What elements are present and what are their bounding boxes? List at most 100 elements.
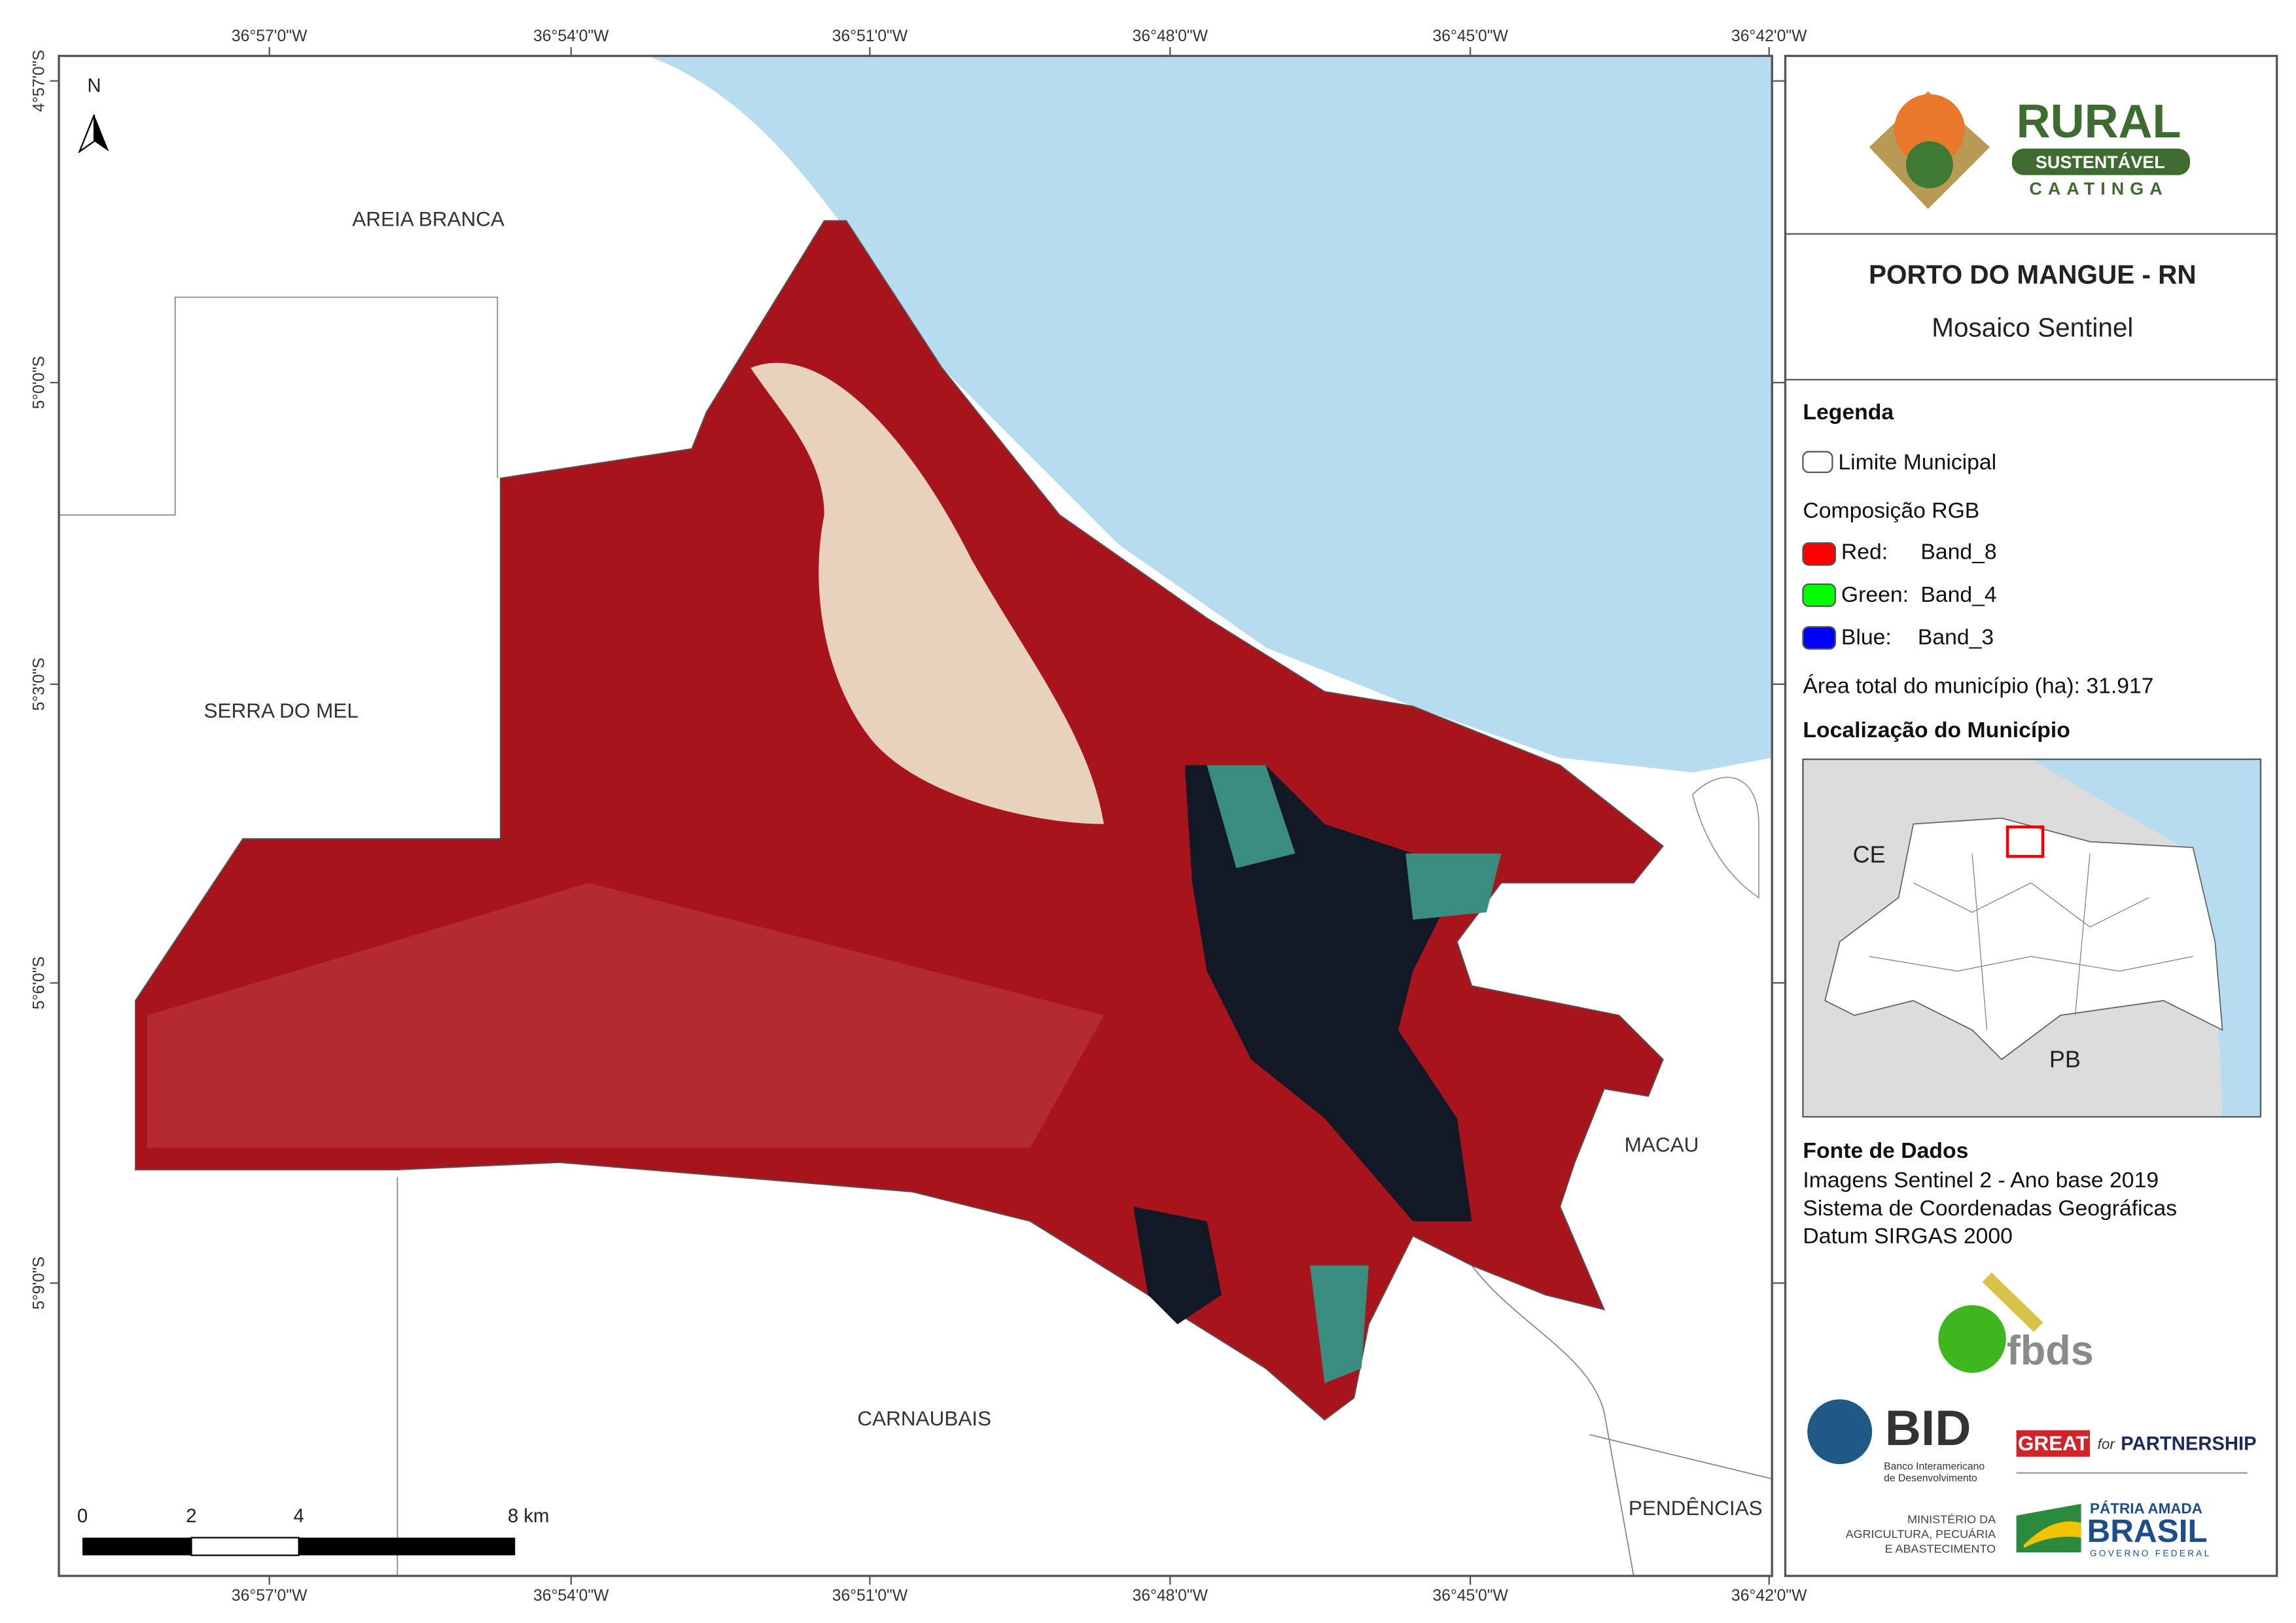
ministry-text: MINISTÉRIO DA	[1907, 1512, 1996, 1526]
sources-title: Fonte de Dados	[1803, 1138, 1968, 1163]
cropland	[147, 882, 1104, 1148]
legend-label: Blue:	[1841, 625, 1892, 650]
longitude-label: 36°42'0"W	[1731, 27, 1807, 45]
longitude-label: 36°51'0"W	[832, 1587, 908, 1605]
scale-segment	[82, 1537, 192, 1556]
salt-pans-green	[1207, 765, 1369, 1384]
scale-label: 8 km	[508, 1506, 549, 1527]
inset-frame	[1802, 758, 2262, 1118]
side-panel: RURAL SUSTENTÁVEL CAATINGA PORTO DO MANG…	[1784, 54, 2278, 1577]
sources-line: Datum SIRGAS 2000	[1803, 1224, 2012, 1249]
salt-pans	[1184, 765, 1472, 1221]
map-title: PORTO DO MANGUE - RN	[1869, 260, 2197, 290]
sources-line: Imagens Sentinel 2 - Ano base 2019	[1803, 1168, 2159, 1193]
legend-label: Green:	[1841, 582, 1909, 607]
logo-text: CAATINGA	[2029, 179, 2168, 198]
salt-pans-green	[1405, 853, 1502, 920]
logo-text: SUSTENTÁVEL	[2036, 152, 2165, 172]
latitude-label: 5°6'0"S	[30, 956, 48, 1009]
legend-label: Red:	[1841, 540, 1888, 565]
logo-text: RURAL	[2017, 96, 2181, 148]
ministry-text: E ABASTECIMENTO	[1885, 1542, 1996, 1555]
bid-name: de Desenvolvimento	[1884, 1473, 1977, 1484]
legend-label: Limite Municipal	[1838, 449, 1996, 474]
scale-label: 4	[294, 1506, 304, 1527]
north-label: N	[87, 75, 101, 96]
map-frame	[58, 54, 1773, 1577]
logo-rural: RURAL SUSTENTÁVEL CAATINGA	[1869, 91, 2191, 209]
scale-bar: 0 2 4 8 km	[77, 1506, 549, 1556]
map-subtitle: Mosaico Sentinel	[1932, 313, 2133, 343]
legend-label: Composição RGB	[1803, 498, 1979, 523]
north-arrow	[78, 114, 96, 154]
longitude-label: 36°42'0"W	[1731, 1587, 1807, 1605]
longitude-label: 36°54'0"W	[533, 1587, 609, 1605]
legend-swatch	[1802, 626, 1837, 650]
brasil-text: PÁTRIA AMADA	[2090, 1501, 2202, 1517]
sea	[647, 56, 1773, 773]
porto-do-mangue	[135, 220, 1665, 1421]
latitude-label: 5°9'0"S	[30, 1257, 48, 1310]
logo-tree	[1905, 141, 1953, 188]
dunes	[751, 362, 1104, 824]
longitude-label: 36°45'0"W	[1432, 27, 1508, 45]
longitude-label: 36°57'0"W	[232, 27, 308, 45]
scale-label: 2	[186, 1506, 196, 1527]
graticule-labels: 36°57'0"W 36°54'0"W 36°51'0"W 36°48'0"W 36°4…	[30, 27, 1807, 1605]
scale-segment	[298, 1537, 516, 1556]
longitude-label: 36°57'0"W	[232, 1587, 308, 1605]
scale-segment	[190, 1537, 300, 1556]
great-text: PARTNERSHIP	[2121, 1434, 2256, 1455]
brasil-text: GOVERNO FEDERAL	[2090, 1548, 2211, 1558]
inset-label: CE	[1853, 841, 1886, 868]
inset-state	[1824, 817, 2223, 1060]
coast	[1691, 777, 1759, 899]
legend-label: Band_8	[1920, 540, 1996, 565]
brasil-text: BRASIL	[2087, 1513, 2208, 1549]
inset-sea	[2031, 759, 2261, 1117]
longitude-label: 36°48'0"W	[1132, 1587, 1208, 1605]
legend-label: Band_3	[1918, 625, 1994, 650]
legend-label: Band_4	[1920, 582, 1996, 607]
sources-line: Sistema de Coordenadas Geográficas	[1803, 1196, 2177, 1221]
bid-mark	[1807, 1399, 1873, 1465]
latitude-label: 5°0'0"S	[30, 356, 48, 409]
latitude-label: 4°57'0"S	[30, 50, 48, 112]
place-label: SERRA DO MEL	[204, 699, 359, 722]
fbds-text: fbds	[2007, 1328, 2094, 1374]
legend-swatch	[1802, 542, 1837, 566]
inset-label: PB	[2049, 1045, 2081, 1072]
inset-map: CE PB	[1802, 758, 2262, 1118]
brasil-mark	[2023, 1521, 2081, 1548]
municipal-boundaries	[59, 296, 1773, 1577]
longitude-label: 36°54'0"W	[533, 27, 609, 45]
map-area: AREIA BRANCA SERRA DO MEL CARNAUBAIS MAC…	[58, 54, 1773, 1577]
place-label: CARNAUBAIS	[857, 1406, 991, 1430]
longitude-label: 36°48'0"W	[1132, 27, 1208, 45]
place-label: AREIA BRANCA	[352, 207, 504, 231]
logo-band	[2011, 148, 2191, 175]
bid-name: Banco Interamericano	[1884, 1461, 1985, 1473]
logo-sun	[1894, 94, 1965, 165]
inset-title: Localização do Município	[1803, 718, 2070, 742]
inset-municipalities	[1869, 853, 2193, 1030]
place-label: PENDÊNCIAS	[1629, 1496, 1763, 1520]
inset-highlight	[2005, 825, 2045, 858]
fbds-mark	[1982, 1272, 2043, 1333]
partner-logos: fbds BID Banco Interamericano de Desenvo…	[1807, 1272, 2257, 1558]
legend-swatch	[1802, 583, 1837, 607]
great-text: for	[2098, 1436, 2116, 1452]
salt-pans	[1133, 1206, 1222, 1325]
area-text: Área total do município (ha): 31.917	[1803, 673, 2153, 698]
place-label: MACAU	[1625, 1133, 1699, 1157]
scale-label: 0	[77, 1506, 88, 1527]
ministry-text: AGRICULTURA, PECUÁRIA	[1846, 1527, 1996, 1541]
fbds-mark	[1938, 1305, 2006, 1373]
bid-text: BID	[1885, 1401, 1971, 1456]
legend-swatch	[1802, 451, 1833, 474]
great-text: GREAT	[2018, 1431, 2089, 1455]
longitude-label: 36°45'0"W	[1432, 1587, 1508, 1605]
great-mark	[2016, 1430, 2091, 1457]
longitude-label: 36°51'0"W	[832, 27, 908, 45]
